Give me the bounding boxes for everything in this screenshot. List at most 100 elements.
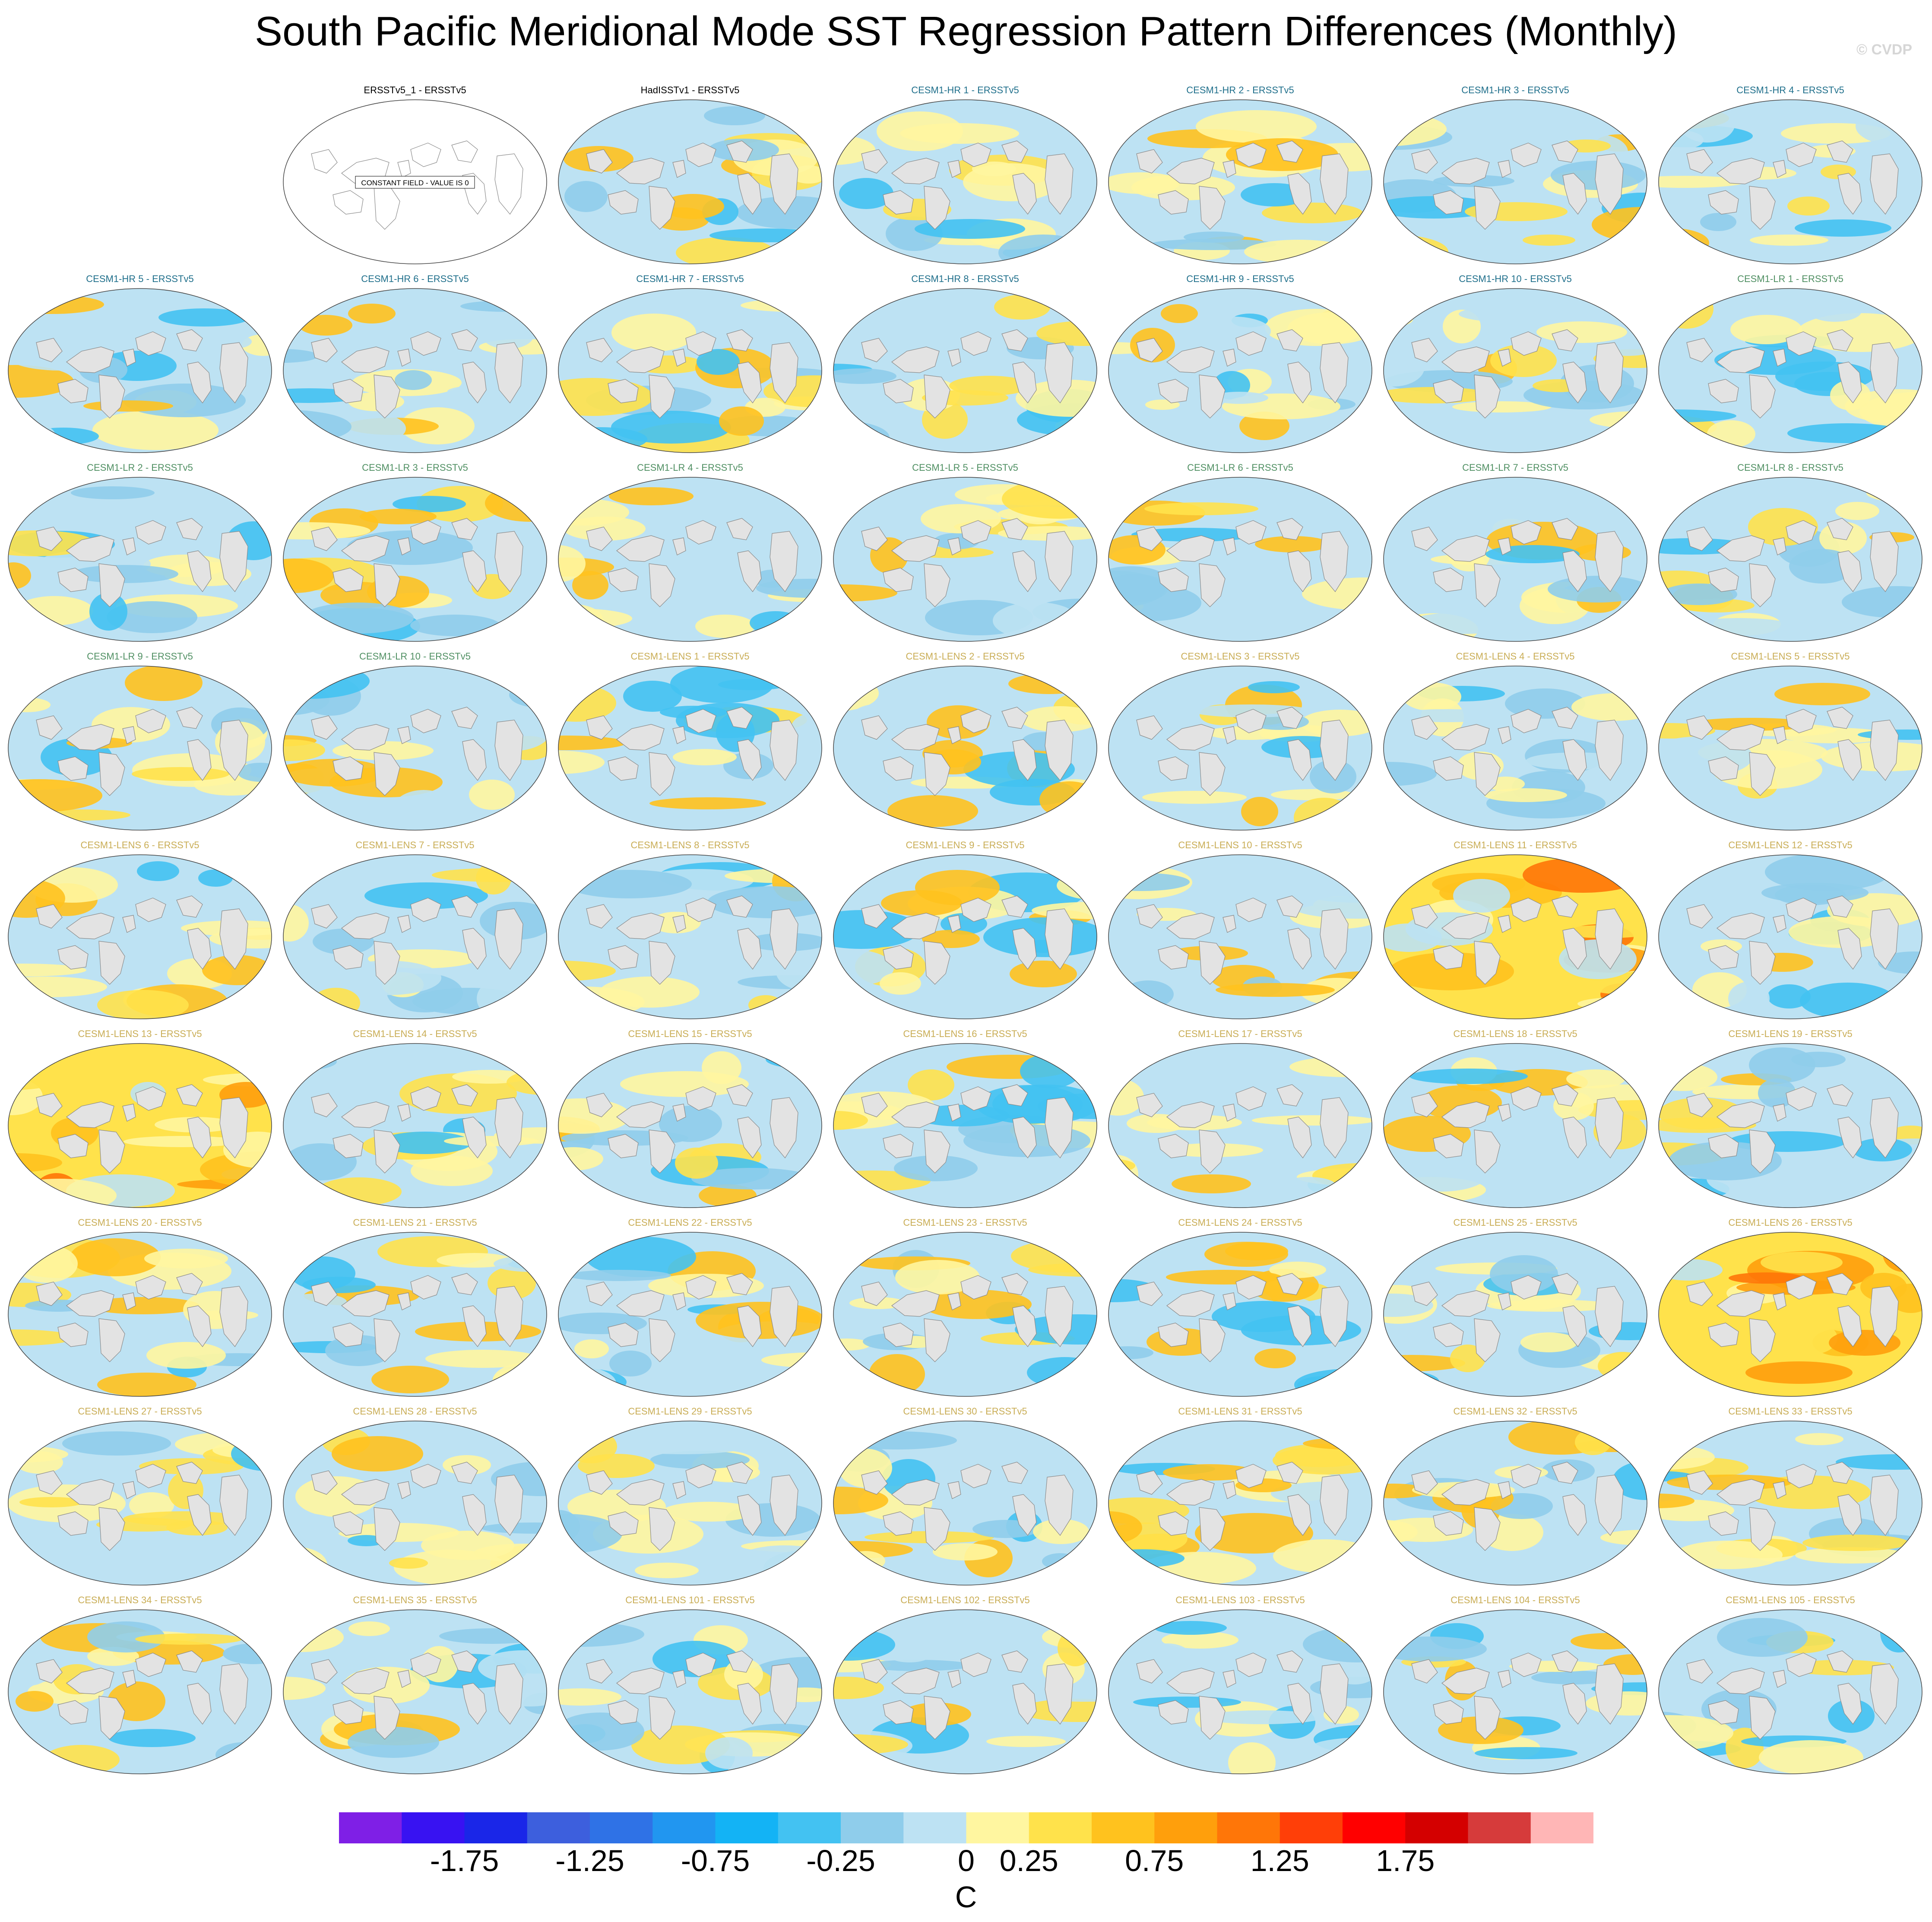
sst-difference-map: [1658, 477, 1922, 642]
sst-difference-map: [1658, 1232, 1922, 1397]
sst-difference-map: [558, 1609, 822, 1774]
panel-title: CESM1-HR 5 - ERSSTv5: [86, 273, 194, 284]
sst-difference-map: [833, 99, 1097, 264]
map-panel: CESM1-LENS 7 - ERSSTv5: [281, 840, 549, 1025]
panel-title: CESM1-HR 9 - ERSSTv5: [1186, 273, 1294, 284]
colorbar-swatch: [1405, 1812, 1468, 1843]
map-panel: CESM1-LR 5 - ERSSTv5: [831, 462, 1099, 648]
panel-title: CESM1-LENS 17 - ERSSTv5: [1178, 1028, 1302, 1039]
map-panel: CESM1-LENS 31 - ERSSTv5: [1106, 1406, 1374, 1592]
sst-difference-map: [283, 854, 547, 1019]
map-panel: CESM1-LENS 25 - ERSSTv5: [1381, 1217, 1649, 1403]
panel-title: CESM1-LENS 35 - ERSSTv5: [353, 1595, 477, 1605]
colorbar-swatch: [903, 1812, 966, 1843]
map-panel: CESM1-HR 3 - ERSSTv5: [1381, 85, 1649, 270]
sst-difference-map: [1658, 99, 1922, 264]
colorbar-swatch: [1530, 1812, 1593, 1843]
map-panel: CESM1-LENS 27 - ERSSTv5: [6, 1406, 274, 1592]
constant-field-label: CONSTANT FIELD - VALUE IS 0: [361, 179, 469, 187]
map-panel: CESM1-LENS 8 - ERSSTv5: [556, 840, 824, 1025]
sst-difference-map: [283, 1043, 547, 1208]
sst-difference-map: [1383, 288, 1647, 453]
sst-difference-map: [558, 854, 822, 1019]
sst-difference-map: [1658, 1043, 1922, 1208]
sst-difference-map: [283, 477, 547, 642]
sst-difference-map: [1108, 1421, 1372, 1586]
map-panel: HadISSTv1 - ERSSTv5: [556, 85, 824, 270]
panel-title: CESM1-LENS 31 - ERSSTv5: [1178, 1406, 1302, 1417]
sst-difference-map: [558, 477, 822, 642]
map-panel: CESM1-HR 9 - ERSSTv5: [1106, 273, 1374, 459]
sst-difference-map: [1383, 477, 1647, 642]
map-panel: CESM1-LR 7 - ERSSTv5: [1381, 462, 1649, 648]
panel-title: CESM1-LENS 104 - ERSSTv5: [1451, 1595, 1580, 1605]
sst-difference-map: [1658, 666, 1922, 831]
map-panel: CESM1-HR 6 - ERSSTv5: [281, 273, 549, 459]
map-panel: CESM1-LR 1 - ERSSTv5: [1656, 273, 1924, 459]
panel-title: CESM1-LENS 9 - ERSSTv5: [906, 840, 1025, 850]
sst-difference-map: [8, 1421, 272, 1586]
map-panel: CESM1-LENS 32 - ERSSTv5: [1381, 1406, 1649, 1592]
sst-difference-map: [8, 1043, 272, 1208]
map-panel: CESM1-LENS 104 - ERSSTv5: [1381, 1595, 1649, 1780]
map-panel: ERSSTv5_1 - ERSSTv5 CONSTANT FIELD - VALU…: [281, 85, 549, 270]
map-panel: CESM1-HR 7 - ERSSTv5: [556, 273, 824, 459]
colorbar-swatch: [841, 1812, 904, 1843]
panel-title: CESM1-HR 7 - ERSSTv5: [636, 273, 744, 284]
panel-title: CESM1-LR 4 - ERSSTv5: [637, 462, 743, 473]
map-panel: CESM1-LENS 4 - ERSSTv5: [1381, 651, 1649, 837]
colorbar-swatch: [590, 1812, 653, 1843]
panel-title: ERSSTv5_1 - ERSSTv5: [364, 85, 466, 95]
map-panel: CESM1-LENS 30 - ERSSTv5: [831, 1406, 1099, 1592]
sst-difference-map: CONSTANT FIELD - VALUE IS 0: [283, 99, 547, 264]
map-panel: CESM1-LENS 11 - ERSSTv5: [1381, 840, 1649, 1025]
map-panel: CESM1-LR 2 - ERSSTv5: [6, 462, 274, 648]
colorbar-tick-label: 0.75: [1125, 1844, 1184, 1878]
panel-title: CESM1-LENS 26 - ERSSTv5: [1728, 1217, 1853, 1228]
colorbar-swatch: [1280, 1812, 1343, 1843]
map-panel: CESM1-LENS 2 - ERSSTv5: [831, 651, 1099, 837]
panel-title: CESM1-LENS 32 - ERSSTv5: [1453, 1406, 1577, 1417]
panel-title: CESM1-LENS 28 - ERSSTv5: [353, 1406, 477, 1417]
panel-title: CESM1-HR 1 - ERSSTv5: [911, 85, 1019, 95]
panel-title: CESM1-HR 8 - ERSSTv5: [911, 273, 1019, 284]
panel-title: CESM1-LENS 6 - ERSSTv5: [80, 840, 200, 850]
panel-title: CESM1-HR 6 - ERSSTv5: [361, 273, 469, 284]
colorbar-swatch: [464, 1812, 528, 1843]
panel-title: CESM1-LENS 3 - ERSSTv5: [1181, 651, 1300, 662]
sst-difference-map: [1383, 1421, 1647, 1586]
panel-title: CESM1-LENS 14 - ERSSTv5: [353, 1028, 477, 1039]
sst-difference-map: [1108, 854, 1372, 1019]
map-panel: CESM1-LENS 103 - ERSSTv5: [1106, 1595, 1374, 1780]
panel-title: CESM1-LR 1 - ERSSTv5: [1737, 273, 1843, 284]
page-title: South Pacific Meridional Mode SST Regres…: [255, 8, 1677, 54]
map-panel: CESM1-LENS 29 - ERSSTv5: [556, 1406, 824, 1592]
map-panel-grid: ERSSTv5_1 - ERSSTv5 CONSTANT FIELD - VALU…: [6, 85, 1924, 1780]
panel-title: CESM1-LR 5 - ERSSTv5: [912, 462, 1018, 473]
sst-difference-map: [1108, 1232, 1372, 1397]
sst-difference-map: [558, 288, 822, 453]
panel-title: HadISSTv1 - ERSSTv5: [640, 85, 740, 95]
sst-difference-map: [1658, 1609, 1922, 1774]
sst-difference-map: [8, 477, 272, 642]
map-panel: CESM1-LR 4 - ERSSTv5: [556, 462, 824, 648]
panel-title: CESM1-HR 3 - ERSSTv5: [1461, 85, 1569, 95]
map-panel: CESM1-LENS 35 - ERSSTv5: [281, 1595, 549, 1780]
colorbar-swatch: [402, 1812, 465, 1843]
map-panel: CESM1-LR 9 - ERSSTv5: [6, 651, 274, 837]
map-panel: CESM1-LENS 12 - ERSSTv5: [1656, 840, 1924, 1025]
map-panel: CESM1-LENS 16 - ERSSTv5: [831, 1028, 1099, 1214]
map-panel: CESM1-LENS 3 - ERSSTv5: [1106, 651, 1374, 837]
sst-difference-map: [1658, 288, 1922, 453]
sst-difference-map: [1108, 666, 1372, 831]
panel-title: CESM1-LENS 4 - ERSSTv5: [1456, 651, 1575, 662]
panel-title: CESM1-LR 6 - ERSSTv5: [1187, 462, 1293, 473]
panel-title: CESM1-LENS 34 - ERSSTv5: [78, 1595, 202, 1605]
panel-title: CESM1-LENS 12 - ERSSTv5: [1728, 840, 1853, 850]
map-panel: CESM1-LENS 22 - ERSSTv5: [556, 1217, 824, 1403]
sst-difference-map: [1383, 99, 1647, 264]
sst-difference-map: [283, 666, 547, 831]
sst-difference-map: [558, 1421, 822, 1586]
panel-title: CESM1-LENS 29 - ERSSTv5: [628, 1406, 752, 1417]
sst-difference-map: [1658, 854, 1922, 1019]
